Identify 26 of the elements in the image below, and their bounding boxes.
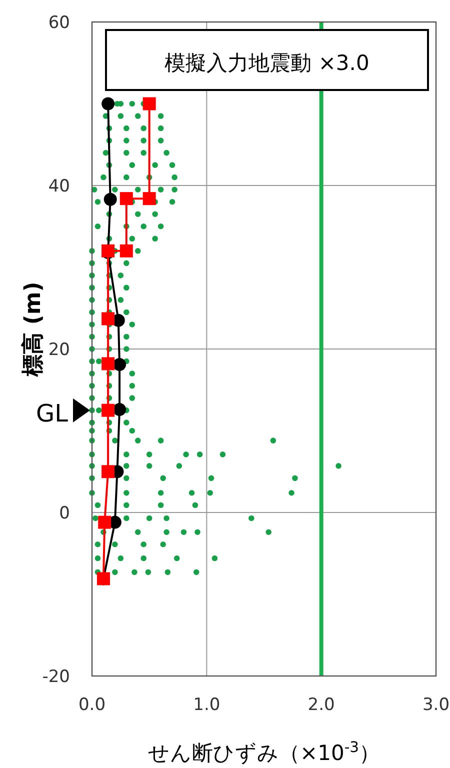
point: [120, 192, 133, 206]
x-axis-title: せん断ひずみ（×10$^{-3}$）: [148, 738, 380, 765]
x-tick-label: 1.0: [193, 695, 220, 715]
point: [142, 97, 156, 110]
y-axis-title: 標高 (m): [20, 282, 46, 378]
x-tick-label: 0.0: [78, 695, 106, 715]
point: [104, 192, 117, 206]
y-tick-label: 60: [48, 13, 70, 33]
y-tick-label: 40: [48, 176, 70, 196]
point: [102, 404, 115, 417]
annotation: GL: [36, 399, 69, 428]
annotation: 模擬入力地震動 ×3.0: [164, 51, 370, 75]
point: [98, 516, 112, 529]
x-tick-label: 2.0: [308, 695, 335, 715]
y-tick-label: 0: [59, 504, 70, 524]
y-tick-label: 20: [48, 340, 70, 360]
point: [102, 465, 115, 478]
x-tick-label: 3.0: [422, 695, 450, 715]
point: [120, 244, 133, 258]
point: [113, 402, 126, 416]
point: [113, 358, 126, 372]
point: [142, 192, 156, 206]
y-tick-label: -20: [42, 667, 70, 687]
point: [102, 312, 115, 326]
point: [102, 97, 115, 110]
point: [102, 357, 115, 370]
